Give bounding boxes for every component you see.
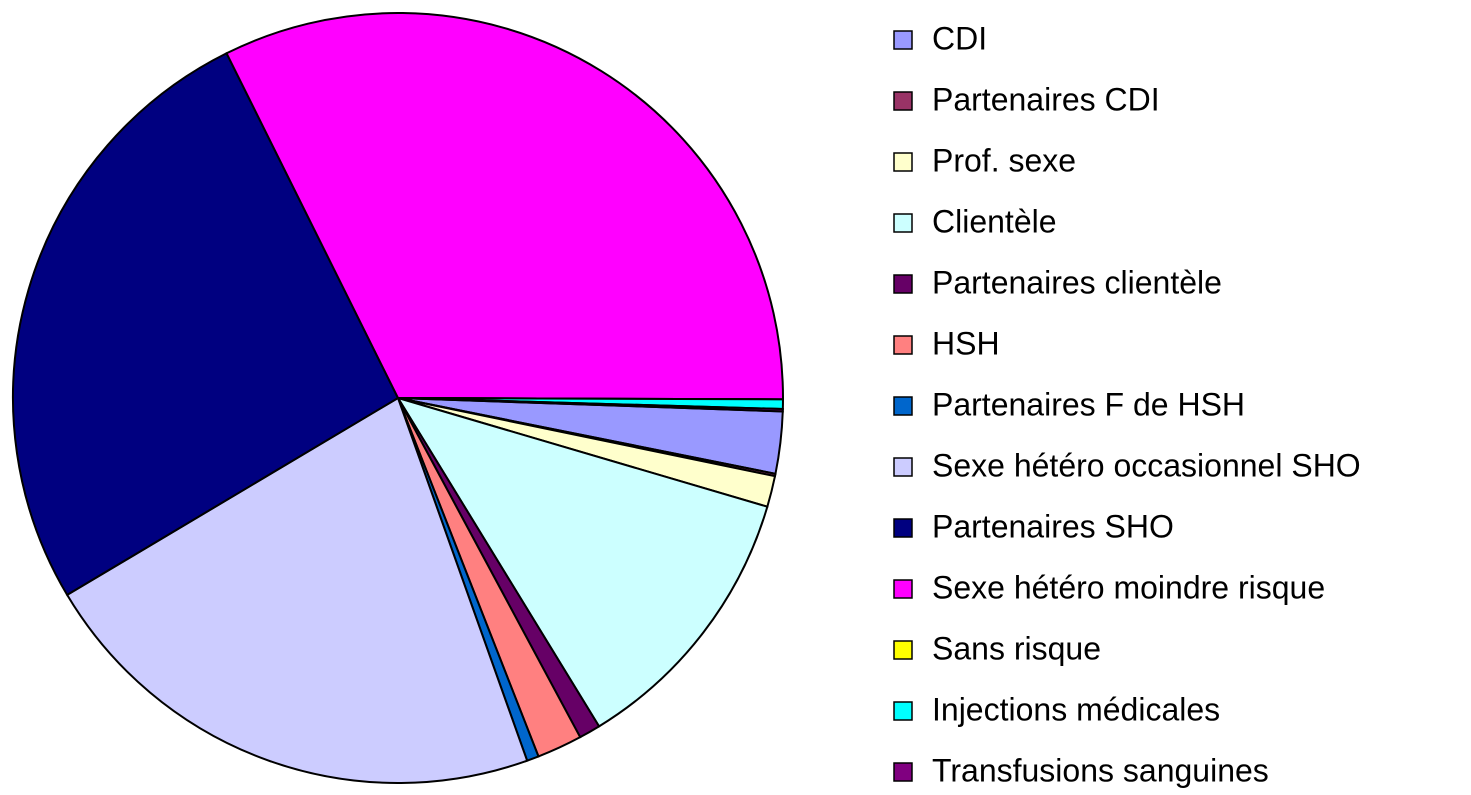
pie-slice bbox=[12, 51, 400, 597]
legend-swatch bbox=[893, 30, 913, 50]
legend-swatch bbox=[893, 701, 913, 721]
legend-label: CDI bbox=[932, 20, 987, 56]
legend-swatch bbox=[893, 91, 913, 111]
legend-swatch bbox=[893, 640, 913, 660]
legend-label: Injections médicales bbox=[932, 691, 1220, 727]
legend-label: Partenaires CDI bbox=[932, 81, 1160, 117]
legend-swatch bbox=[893, 396, 913, 416]
pie-slice bbox=[225, 12, 784, 401]
legend-label: HSH bbox=[932, 325, 1000, 361]
legend-swatch bbox=[893, 518, 913, 538]
legend-swatch bbox=[893, 457, 913, 477]
pie-slice bbox=[65, 396, 529, 784]
legend-swatch bbox=[893, 152, 913, 172]
legend-label: Sans risque bbox=[932, 630, 1101, 666]
legend-label: Partenaires SHO bbox=[932, 508, 1174, 544]
legend-label: Prof. sexe bbox=[932, 142, 1076, 178]
legend-swatch bbox=[893, 579, 913, 599]
legend-label: Transfusions sanguines bbox=[932, 752, 1269, 788]
pie-slice bbox=[395, 396, 769, 728]
legend-swatch bbox=[893, 213, 913, 233]
legend-swatch bbox=[893, 335, 913, 355]
legend-label: Partenaires F de HSH bbox=[932, 386, 1245, 422]
legend-swatch bbox=[893, 762, 913, 782]
pie-slice bbox=[397, 397, 784, 413]
legend-swatch bbox=[893, 274, 913, 294]
legend-label: Sexe hétéro occasionnel SHO bbox=[932, 447, 1361, 483]
legend-label: Sexe hétéro moindre risque bbox=[932, 569, 1325, 605]
legend-label: Partenaires clientèle bbox=[932, 264, 1222, 300]
legend-label: Clientèle bbox=[932, 203, 1057, 239]
